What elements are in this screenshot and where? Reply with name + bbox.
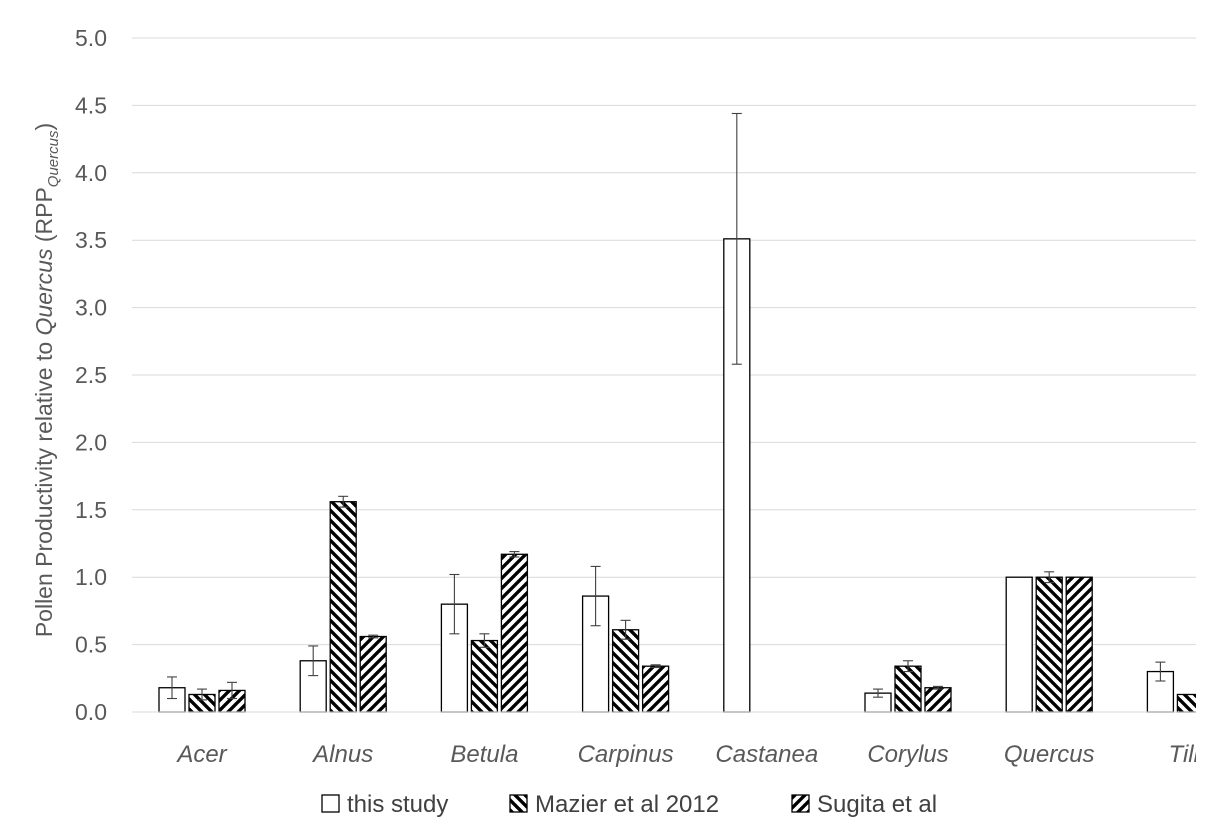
bar-sugita-et-al-carpinus bbox=[641, 665, 670, 713]
error-bar-mazier-et-al-2012-acer bbox=[197, 688, 207, 701]
x-category-label-carpinus: Carpinus bbox=[578, 741, 674, 768]
legend-swatch-this-study bbox=[321, 794, 340, 813]
x-category-label-corylus: Corylus bbox=[867, 741, 948, 768]
x-category-label-acer: Acer bbox=[175, 741, 227, 768]
error-bar-sugita-et-al-alnus bbox=[368, 634, 379, 639]
y-tick-label-1-0: 1.0 bbox=[75, 564, 107, 590]
error-bar-sugita-et-al-carpinus bbox=[650, 664, 661, 669]
y-axis-title-prefix: Pollen Productivity relative to bbox=[31, 335, 57, 637]
x-category-label-betula: Betula bbox=[450, 741, 518, 768]
y-tick-label-4-5: 4.5 bbox=[75, 92, 107, 118]
legend-swatch-mazier bbox=[509, 794, 528, 813]
bar-mazier-et-al-2012-tilia bbox=[1176, 693, 1196, 713]
bar-this-study-quercus bbox=[1005, 576, 1033, 713]
bar-mazier-et-al-2012-quercus bbox=[1035, 576, 1063, 713]
bar-mazier-et-al-2012-corylus bbox=[894, 665, 922, 713]
error-bar-this-study-carpinus bbox=[590, 565, 601, 627]
bars bbox=[158, 238, 1196, 713]
error-bar-mazier-et-al-2012-alnus bbox=[338, 495, 349, 508]
bar-sugita-et-al-alnus bbox=[359, 635, 387, 713]
y-tick-label-0-5: 0.5 bbox=[75, 632, 107, 658]
error-bar-this-study-alnus bbox=[308, 645, 319, 677]
y-tick-label-3-0: 3.0 bbox=[75, 295, 107, 321]
error-bar-mazier-et-al-2012-carpinus bbox=[620, 619, 631, 640]
error-bar-mazier-et-al-2012-corylus bbox=[903, 660, 913, 673]
y-axis-ticks: 0.0 0.5 1.0 1.5 2.0 2.5 3.0 3.5 4.0 4.5 5.0 bbox=[75, 25, 107, 725]
x-category-label-tilia: Tilia bbox=[1169, 741, 1209, 768]
error-bar-sugita-et-al-corylus bbox=[933, 685, 943, 690]
legend-item-this-study: this study bbox=[321, 791, 448, 818]
y-tick-label-4-0: 4.0 bbox=[75, 160, 107, 186]
bar-sugita-et-al-quercus bbox=[1065, 576, 1093, 713]
x-category-label-castanea: Castanea bbox=[715, 741, 818, 768]
gridlines bbox=[132, 37, 1196, 646]
error-bar-this-study-corylus bbox=[873, 688, 883, 698]
error-bar-this-study-acer bbox=[167, 676, 177, 700]
legend-label-this-study: this study bbox=[347, 791, 448, 818]
y-tick-label-5-0: 5.0 bbox=[75, 25, 107, 51]
y-tick-label-3-5: 3.5 bbox=[75, 227, 107, 253]
x-axis-categories: Acer Alnus Betula Carpinus Castanea Corylus Qu… bbox=[175, 741, 1209, 768]
error-bar-mazier-et-al-2012-quercus bbox=[1044, 571, 1055, 584]
error-bar-this-study-tilia bbox=[1155, 661, 1166, 682]
error-bar-this-study-castanea bbox=[731, 112, 742, 365]
y-tick-label-1-5: 1.5 bbox=[75, 497, 107, 523]
error-bar-sugita-et-al-acer bbox=[227, 681, 237, 700]
bar-mazier-et-al-2012-betula bbox=[470, 639, 499, 713]
legend: this study Mazier et al 2012 Sugita et a… bbox=[321, 791, 937, 818]
y-tick-label-2-5: 2.5 bbox=[75, 362, 107, 388]
y-axis-title-italic: Quercus bbox=[31, 248, 57, 335]
bar-mazier-et-al-2012-alnus bbox=[329, 501, 357, 713]
bar-sugita-et-al-betula bbox=[500, 553, 529, 713]
legend-label-mazier: Mazier et al 2012 bbox=[535, 791, 719, 818]
legend-label-sugita: Sugita et al bbox=[817, 791, 937, 818]
y-axis-title-paren-close: ) bbox=[31, 123, 57, 131]
bar-mazier-et-al-2012-carpinus bbox=[611, 629, 640, 713]
y-tick-label-0-0: 0.0 bbox=[75, 699, 107, 725]
bar-sugita-et-al-corylus bbox=[924, 687, 952, 713]
y-tick-label-2-0: 2.0 bbox=[75, 429, 107, 455]
x-category-label-quercus: Quercus bbox=[1004, 741, 1095, 768]
legend-item-sugita: Sugita et al bbox=[791, 791, 937, 818]
y-axis-title-subscript: Quercus bbox=[45, 130, 62, 187]
error-bar-this-study-betula bbox=[449, 573, 460, 635]
legend-swatch-sugita bbox=[791, 794, 810, 813]
error-bar-mazier-et-al-2012-betula bbox=[479, 633, 490, 648]
legend-item-mazier: Mazier et al 2012 bbox=[509, 791, 719, 818]
error-bars bbox=[167, 112, 1166, 701]
y-axis-title: Pollen Productivity relative to Quercus … bbox=[31, 123, 62, 637]
y-axis-title-paren-open: (RPP bbox=[31, 187, 57, 248]
error-bar-sugita-et-al-betula bbox=[509, 551, 520, 558]
x-category-label-alnus: Alnus bbox=[311, 741, 373, 768]
